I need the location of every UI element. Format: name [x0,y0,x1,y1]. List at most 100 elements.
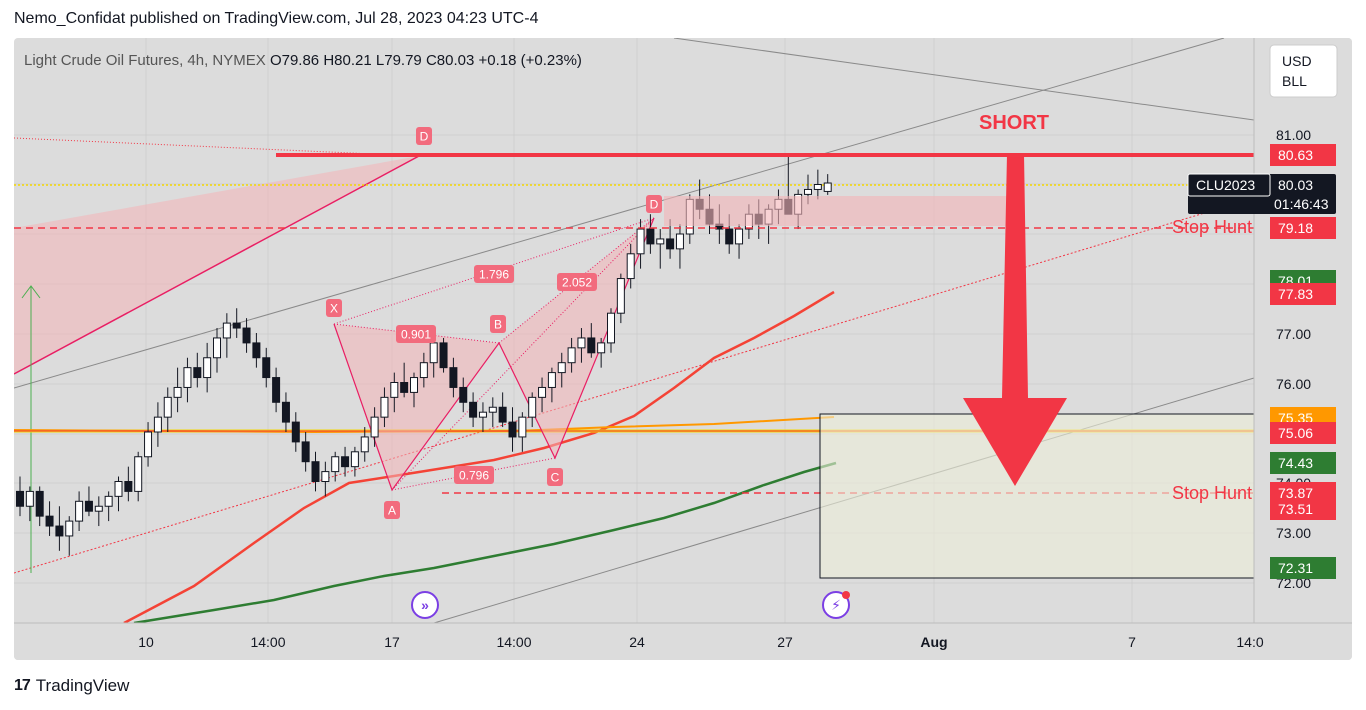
candle-up [410,377,418,393]
candle-up [577,337,586,349]
price-tag-ma-green-bg [1270,452,1336,474]
countdown-label: 01:46:43 [1274,196,1329,212]
candle-up [813,184,822,190]
candle-up [636,228,645,255]
price-tag-ma-red: 77.83 [1278,286,1313,302]
ohlc-part-4: 80.21 [334,52,376,69]
candle-down [262,357,271,379]
event-alert-dot-icon [842,591,850,599]
pattern-point-b: B [494,318,502,332]
ratio-cd: 2.052 [562,276,592,290]
tradingview-brand: 17 TradingView [14,676,129,696]
chart-title-ohlc: Light Crude Oil Futures, 4h, NYMEX O79.8… [24,52,582,69]
price-tag-8063-bg [1270,144,1336,166]
stop-hunt-lower-label: Stop Hunt [1172,483,1252,503]
resistance-box [664,196,1009,226]
symbol-label: CLU2023 [1196,177,1255,193]
candle-down [459,386,468,403]
candle-down [45,515,54,527]
pattern-point-d-bg [646,195,662,213]
candle-up [735,228,744,245]
candle-down [35,490,44,517]
ratio-cd-bg [557,273,597,291]
pattern-xab-fill [334,324,499,490]
candle-up [390,382,399,398]
publisher-line: Nemo_Confidat published on TradingView.c… [14,10,539,27]
price-tag-8063: 80.63 [1278,147,1313,163]
ohlc-part-7: C [426,52,437,69]
currency-bll: BLL [1282,73,1307,89]
candle-down [311,461,320,483]
channel-top-line [673,38,1255,121]
event-forward-glyph: » [421,597,429,613]
x-tick-label: 14:00 [250,634,285,650]
candle-up [478,411,487,418]
y-tick-label: 81.00 [1276,127,1311,143]
stop-hunt-upper-label: Stop Hunt [1172,217,1252,237]
price-tag-7387: 73.87 [1278,485,1313,501]
ratio-bd-bg [474,265,514,283]
candle-down [281,401,290,423]
candle-up [567,347,576,364]
candle-up [518,416,527,438]
candle-down [469,401,478,418]
candle-up [163,396,172,418]
prior-pattern-point-d-bg [416,127,432,145]
candle-down [84,500,93,512]
tradingview-logo-icon: 17 [14,677,31,694]
prior-pattern-point-d: D [420,130,429,144]
candle-down [55,525,64,537]
chart-area[interactable]: SHORT Stop Hunt Stop Hunt X A B C D D 0.901 1.796 2… [14,38,1352,660]
pattern-point-b-bg [490,315,506,333]
x-tick-label: 10 [138,634,154,650]
ratio-ac-bg [454,466,494,484]
x-tick-label: 7 [1128,634,1136,650]
candle-up [823,182,832,192]
y-tick-label: 76.00 [1276,376,1311,392]
ratio-ac: 0.796 [459,469,489,483]
pattern-point-d: D [650,198,659,212]
candle-down [242,327,251,344]
ohlc-part-0: Light Crude Oil Futures, 4h, NYMEX [24,52,270,69]
price-chart[interactable]: SHORT Stop Hunt Stop Hunt X A B C D D 0.901 1.796 2… [14,38,1352,660]
candle-down [272,377,281,403]
candle-down [252,342,261,359]
candle-up [134,456,143,492]
event-forward-icon [411,591,439,619]
symbol-tag-bg [1187,173,1271,197]
pattern-bcd-fill [499,218,654,458]
price-tag-ma-red-bg [1270,283,1336,305]
x-tick-label: 14:00 [496,634,531,650]
candle-up [429,342,438,364]
price-tag-7351-bg [1270,498,1336,520]
x-tick-label: 27 [777,634,793,650]
pattern-point-c-bg [547,468,563,486]
candle-up [488,406,497,413]
short-annotation: SHORT [979,112,1049,134]
candle-up [557,362,566,374]
pattern-point-a: A [388,504,396,518]
candle-up [25,490,34,507]
candle-up [616,278,625,314]
candle-up [94,505,103,512]
price-tag-7918-bg [1270,217,1336,239]
candle-down [666,238,675,250]
pattern-point-x: X [330,302,338,316]
target-box [819,413,1267,579]
price-tag-7918: 79.18 [1278,220,1313,236]
candle-down [341,456,350,468]
ohlc-part-1: O [270,52,282,69]
candle-down [646,228,655,245]
ma-red-line [123,290,835,625]
candle-up [804,188,812,195]
candle-up [656,238,665,245]
ohlc-part-6: 79.79 [384,52,426,69]
ma-green-line [133,461,837,625]
candle-down [508,421,517,438]
prior-pattern-line [14,155,420,375]
candle-up [104,495,113,507]
candle-up [75,500,84,522]
green-arrow-icon [21,285,41,299]
candle-up [153,416,162,433]
price-tag-ma-green: 74.43 [1278,455,1313,471]
